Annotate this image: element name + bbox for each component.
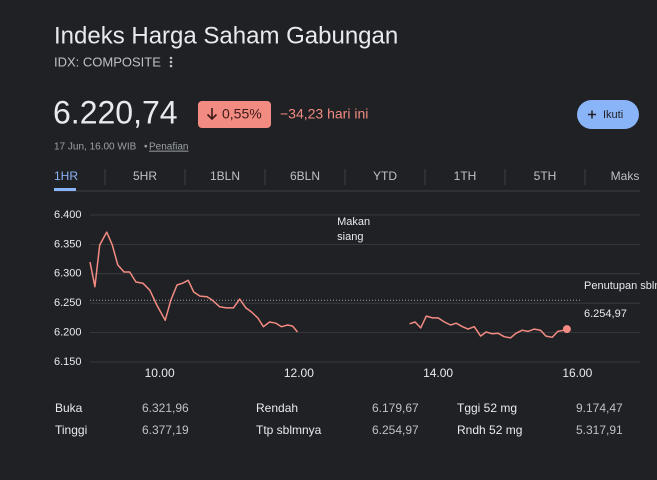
stats-table: Buka 6.321,96 Rendah 6.179,67 Tggi 52 mg 9.17… xyxy=(55,401,623,437)
stat-value: 6.254,97 xyxy=(372,423,419,437)
previous-close-label: Penutupan sblmnya xyxy=(584,280,657,292)
stat-label: Rndh 52 mg xyxy=(457,423,522,437)
stat-value: 6.321,96 xyxy=(142,401,189,415)
x-tick-label: 16.00 xyxy=(562,366,592,380)
stat-label: Buka xyxy=(55,401,83,415)
plus-icon xyxy=(588,110,596,119)
timestamp: 17 Jun, 16.00 WIB xyxy=(54,142,137,153)
range-tabs: 1HR 5HR 1BLN 6BLN YTD 1TH 5TH Maks xyxy=(54,169,639,191)
tab[interactable]: YTD xyxy=(373,169,397,183)
last-point xyxy=(562,325,571,334)
tab[interactable]: 5HR xyxy=(133,169,157,183)
tab[interactable]: 6BLN xyxy=(290,169,320,183)
y-tick-label: 6.400 xyxy=(54,209,82,221)
price-line xyxy=(89,231,568,339)
change-abs: −34,23 hari ini xyxy=(280,106,368,122)
annotation-line: Makan xyxy=(337,216,370,228)
stat-value: 5.317,91 xyxy=(576,423,623,437)
y-tick-label: 6.150 xyxy=(54,356,82,368)
x-tick-label: 10.00 xyxy=(145,366,175,380)
x-tick-label: 12.00 xyxy=(284,366,314,380)
y-tick-label: 6.250 xyxy=(54,297,82,309)
change-pct: 0,55% xyxy=(222,106,262,122)
title: Indeks Harga Saham Gabungan xyxy=(54,22,398,49)
stat-value: 6.377,19 xyxy=(142,423,189,437)
follow-label[interactable]: Ikuti xyxy=(603,109,623,121)
down-arrow xyxy=(206,108,218,121)
follow-button[interactable] xyxy=(577,100,639,129)
tab[interactable]: 1BLN xyxy=(210,169,240,183)
y-tick-label: 6.200 xyxy=(54,327,82,339)
stat-label: Rendah xyxy=(256,401,298,415)
tab[interactable]: Maks xyxy=(611,169,640,183)
y-tick-label: 6.350 xyxy=(54,238,82,250)
disclaimer-link[interactable]: Penafian xyxy=(149,142,188,153)
price: 6.220,74 xyxy=(53,94,178,130)
previous-close-value: 6.254,97 xyxy=(584,308,627,320)
stat-label: Ttp sblmnya xyxy=(256,423,322,437)
lunch-annotation: Makan siang xyxy=(337,216,370,243)
stat-label: Tinggi xyxy=(55,423,87,437)
tab[interactable]: 1TH xyxy=(454,169,477,183)
change-badge xyxy=(198,101,271,128)
stat-value: 9.174,47 xyxy=(576,401,623,415)
ticker: IDX: COMPOSITE xyxy=(54,54,161,69)
tab[interactable]: 1HR xyxy=(54,169,78,183)
annotation-line: siang xyxy=(337,231,363,243)
separator: • xyxy=(144,142,148,153)
x-tick-label: 14.00 xyxy=(423,366,453,380)
chart: 6.150 6.200 6.250 6.300 6.350 6.400 10.00 12.00… xyxy=(54,209,657,380)
y-tick-label: 6.300 xyxy=(54,268,82,280)
stat-label: Tggi 52 mg xyxy=(457,401,517,415)
stat-value: 6.179,67 xyxy=(372,401,419,415)
tab[interactable]: 5TH xyxy=(534,169,557,183)
more-menu[interactable] xyxy=(169,56,173,68)
active-tab-indicator xyxy=(54,188,76,191)
